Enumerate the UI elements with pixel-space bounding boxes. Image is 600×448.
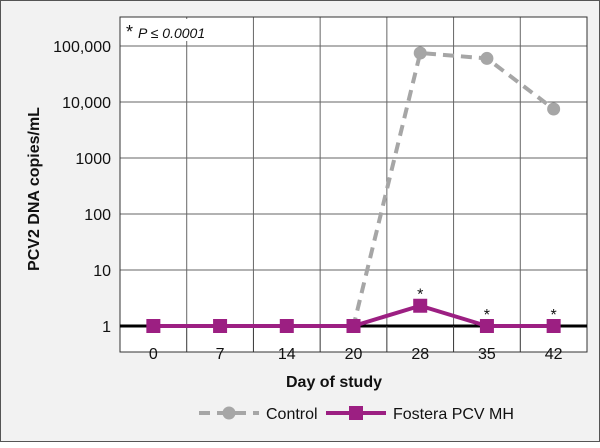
data-point-control (413, 46, 427, 60)
y-tick-labels: 1 10 100 1000 10,000 100,000 (53, 39, 111, 336)
data-point-fostera-pcv-mh (413, 298, 428, 313)
data-point-fostera-pcv-mh (146, 319, 161, 333)
p-value-star: * (126, 22, 133, 42)
y-tick-label: 1000 (75, 151, 111, 168)
x-tick-label: 35 (478, 346, 496, 363)
y-tick-label: 10,000 (62, 95, 111, 112)
p-value-note: * P ≤ 0.0001 (122, 19, 227, 42)
plot-area (120, 17, 587, 352)
x-tick-label: 20 (345, 346, 363, 363)
data-point-fostera-pcv-mh (279, 319, 294, 333)
x-tick-labels: 0 7 14 20 28 35 42 (149, 346, 563, 363)
y-tick-label: 10 (93, 263, 111, 280)
data-point-fostera-pcv-mh (546, 319, 561, 333)
x-tick-label: 42 (545, 346, 563, 363)
y-axis-label: PCV2 DNA copies/mL (26, 107, 43, 271)
data-point-fostera-pcv-mh (213, 319, 228, 333)
data-point-control (480, 51, 494, 65)
p-value-text: P ≤ 0.0001 (138, 25, 205, 41)
data-point-control (547, 102, 561, 116)
significance-star: * (551, 307, 557, 324)
significance-marks: * * * (417, 287, 557, 324)
y-tick-label: 1 (102, 319, 111, 336)
x-tick-label: 0 (149, 346, 158, 363)
legend-label-fostera: Fostera PCV MH (393, 406, 514, 423)
legend-label-control: Control (266, 406, 318, 423)
plot-border (119, 16, 588, 353)
data-point-fostera-pcv-mh (346, 319, 361, 333)
significance-star: * (417, 287, 423, 304)
legend: Control Fostera PCV MH (199, 406, 514, 423)
legend-marker-fostera (349, 406, 363, 420)
data-point-fostera-pcv-mh (479, 319, 494, 333)
x-tick-label: 28 (411, 346, 429, 363)
y-tick-label: 100 (84, 207, 111, 224)
legend-marker-control (222, 406, 236, 420)
series-layer (146, 46, 561, 333)
x-axis-label: Day of study (286, 374, 382, 391)
x-tick-label: 14 (278, 346, 296, 363)
x-tick-label: 7 (216, 346, 225, 363)
significance-star: * (484, 307, 490, 324)
y-tick-label: 100,000 (53, 39, 111, 56)
